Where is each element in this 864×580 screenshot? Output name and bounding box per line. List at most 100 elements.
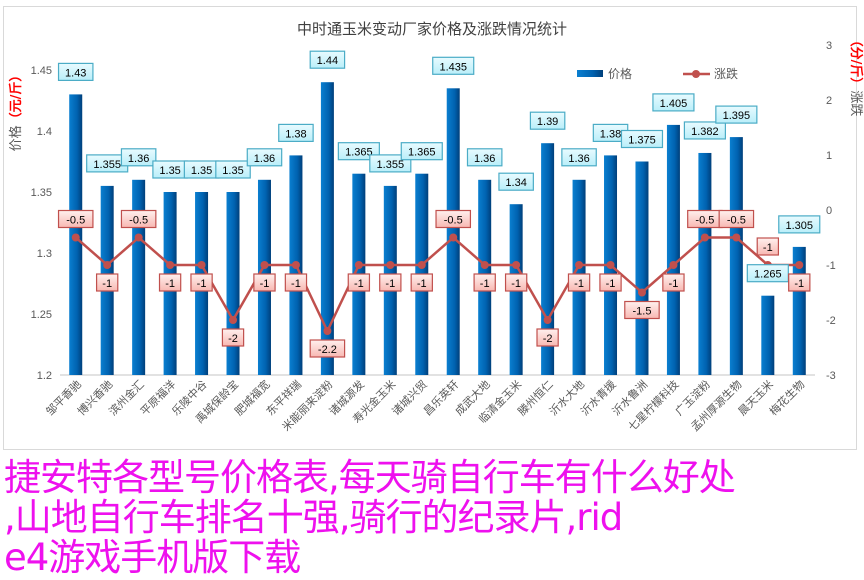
line-data-label-box [95,273,119,292]
point-change [732,233,741,242]
line-data-label-box [788,273,811,292]
bar-data-label: 1.35 [222,165,243,177]
y-right-tick-label: -1 [826,260,836,272]
line-data-label: -1 [291,278,301,290]
line-data-label-box [410,273,433,292]
y-left-tick-label: 1.25 [31,309,52,321]
bar-data-label: 1.38 [600,128,621,140]
bar-data-label: 1.34 [505,177,526,189]
point-change [197,261,206,269]
line-data-label-box [57,209,94,229]
line-data-label-box [284,273,308,292]
line-data-label: -2.2 [318,344,337,356]
y-left-tick-label: 1.45 [31,65,52,77]
bar-data-label-box [309,50,346,69]
line-data-label-box [379,273,402,292]
point-change [575,261,584,269]
point-change [71,233,80,242]
line-data-label: -2 [228,333,238,345]
y-right-title-main: 涨跌 [848,90,864,116]
y-left-tick-label: 1.3 [37,248,52,260]
bar-price [698,152,712,375]
point-change [229,316,238,324]
bar-data-label-box [400,142,443,161]
bar-data-label: 1.355 [93,159,121,171]
bar-data-label-box [246,148,283,167]
line-data-label-box [504,273,528,292]
line-data-label: -1 [574,278,584,290]
bar-price [226,192,240,375]
y-right-tick-label: -3 [826,370,836,382]
line-data-label: -0.5 [695,215,714,227]
line-data-label-box [624,300,660,320]
legend-marker-change [692,70,700,78]
bar-data-label: 1.265 [754,269,782,281]
bar-data-label-box [529,111,566,130]
bar-data-label: 1.35 [191,165,212,177]
line-data-label: -1.5 [632,306,651,318]
y-right-axis-title: （分/斤）涨跌 [848,34,864,117]
bar-data-label-box [498,172,534,191]
bar-data-label: 1.35 [159,165,180,177]
bar-data-label-box [466,148,503,167]
point-change [291,261,300,269]
point-change [323,327,332,335]
y-left-tick-label: 1.2 [37,370,52,382]
bar-data-label-box [369,154,412,173]
line-data-label-box [221,328,245,347]
chart-title: 中时通玉米变动厂家价格及涨跌情况统计 [297,20,567,38]
line-data-label: -1 [197,278,207,290]
y-right-tick-label: 1 [826,150,832,162]
line-data-label-box [567,273,591,292]
point-change [669,261,678,269]
line-data-label-box [309,339,346,358]
bar-data-label: 1.43 [65,67,86,79]
line-data-label: -0.5 [444,215,463,227]
bar-price [729,137,743,375]
legend-label-change: 涨跌 [714,66,738,81]
bar-data-label: 1.405 [660,98,688,110]
bar-data-label-box [432,56,475,75]
bar-data-label: 1.39 [537,116,558,128]
y-right-tick-label: 3 [826,40,832,52]
bar-data-label: 1.365 [345,147,373,159]
point-change [543,316,552,324]
point-change [637,288,646,297]
overlay-text-line-2: ,山地自行车排名十强,骑行的纪录片,rid [4,496,623,539]
y-right-tick-label: 2 [826,95,832,107]
bar-data-label: 1.36 [474,153,495,165]
bar-price [446,88,460,376]
y-right-tick-label: -2 [826,315,836,327]
chart-frame [3,6,857,450]
point-change [700,233,709,242]
bar-data-label-box [683,121,726,140]
bar-data-label-box [561,148,597,167]
bar-data-label-box [337,142,380,161]
line-data-label-box [473,273,496,292]
line-data-label: -2 [543,333,553,345]
y-left-axis-title: 价格（元/斤） [8,69,24,152]
line-data-label: -0.5 [727,215,746,227]
line-data-label-box [662,273,685,292]
bar-data-label-box [652,93,695,112]
bar-data-label: 1.38 [285,128,306,140]
line-data-label-box [253,273,276,292]
bar-data-label: 1.365 [408,147,436,159]
bar-data-label: 1.44 [317,55,338,67]
legend-swatch-price [577,70,603,77]
line-data-label: -0.5 [66,215,85,227]
line-data-label: -1 [794,278,804,290]
point-change [354,261,363,269]
line-data-label: -1 [511,278,521,290]
point-change [795,261,804,269]
point-change [103,261,112,269]
y-left-title-main: 价格 [8,125,24,151]
line-data-label-box [599,273,622,292]
line-data-label-box [158,273,182,292]
line-data-label: -1 [102,278,112,290]
y-left-title-unit: （元/斤） [8,69,24,126]
line-data-label-box [756,237,780,256]
line-data-label-box [347,273,371,292]
line-data-label-box [718,209,755,229]
overlay-text-line-1: 捷安特各型号价格表,每天骑自行车有什么好处 [4,456,736,499]
